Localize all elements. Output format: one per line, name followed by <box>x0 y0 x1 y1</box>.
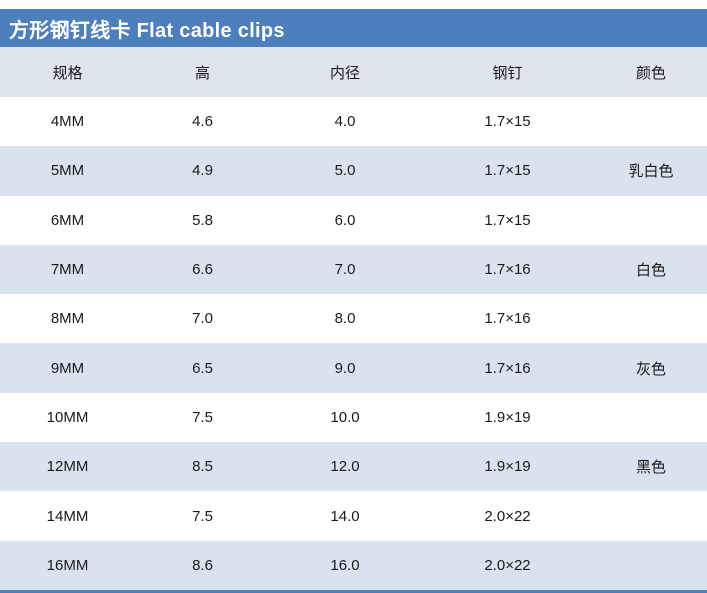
table-cell: 灰色 <box>635 360 666 378</box>
column-header-2: 内径 <box>329 64 360 82</box>
table-cell: 6.6 <box>192 261 213 279</box>
page-title: 方形钢钉线卡 Flat cable clips <box>9 19 285 42</box>
cable-clip-spec-table: 规格 高 内径 钢钉 颜色 4MM 4.6 4.0 1.7×15 5MM 4.9 5.0 1.7×15… <box>0 47 707 590</box>
table-row-5mm: 5MM 4.9 5.0 1.7×15 乳白色 <box>0 146 707 196</box>
table-row-9mm: 9MM 6.5 9.0 1.7×16 灰色 <box>0 343 707 393</box>
table-cell: 4.9 <box>192 162 213 180</box>
table-cell: 7.5 <box>192 507 213 525</box>
column-header-4: 颜色 <box>635 64 666 82</box>
table-cell: 2.0×22 <box>484 556 531 574</box>
table-cell: 8MM <box>50 310 85 328</box>
table-row-12mm: 12MM 8.5 12.0 1.9×19 黑色 <box>0 442 707 492</box>
table-cell <box>595 491 707 540</box>
table-row-7mm: 7MM 6.6 7.0 1.7×16 白色 <box>0 244 707 295</box>
table-cell: 1.7×16 <box>484 261 531 279</box>
table-cell: 8.5 <box>192 458 213 476</box>
table-cell: 6.0 <box>334 211 356 229</box>
table-header-row: 规格 高 内径 钢钉 颜色 <box>0 47 707 97</box>
table-cell: 14MM <box>46 507 89 525</box>
table-cell <box>595 196 707 245</box>
column-header-0: 规格 <box>52 64 83 82</box>
table-cell <box>595 393 707 442</box>
column-header-3: 钢钉 <box>492 64 523 82</box>
table-cell <box>595 97 707 146</box>
table-cell: 5.0 <box>334 162 356 180</box>
table-row-16mm: 16MM 8.6 16.0 2.0×22 <box>0 540 707 590</box>
table-cell: 7.5 <box>192 408 213 426</box>
table-cell: 1.7×15 <box>484 162 531 180</box>
table-cell <box>595 294 707 343</box>
table-cell: 1.9×19 <box>484 458 531 476</box>
title-bar: 方形钢钉线卡 Flat cable clips <box>0 9 707 47</box>
table-cell: 5MM <box>50 162 85 180</box>
table-cell: 8.6 <box>192 556 213 574</box>
table-cell: 白色 <box>635 262 666 280</box>
table-cell: 14.0 <box>330 507 360 525</box>
table-row-8mm: 8MM 7.0 8.0 1.7×16 <box>0 294 707 344</box>
table-cell: 6.5 <box>192 359 213 377</box>
table-cell: 1.7×16 <box>484 359 531 377</box>
table-cell: 1.9×19 <box>484 408 531 426</box>
table-row-4mm: 4MM 4.6 4.0 1.7×15 <box>0 97 707 147</box>
column-header-1: 高 <box>194 64 210 82</box>
table-cell: 6MM <box>50 211 85 229</box>
table-cell: 16.0 <box>330 556 360 574</box>
table-cell: 10.0 <box>330 408 360 426</box>
table-cell: 7.0 <box>334 261 356 279</box>
table-cell: 4.0 <box>334 113 356 131</box>
table-cell: 16MM <box>46 556 89 574</box>
table-cell: 7.0 <box>192 310 213 328</box>
table-cell: 12MM <box>46 458 89 476</box>
table-cell: 9MM <box>50 359 85 377</box>
table-cell: 12.0 <box>330 458 360 476</box>
table-cell: 2.0×22 <box>484 507 531 525</box>
bottom-border-line <box>0 590 707 593</box>
table-cell: 黑色 <box>635 459 666 477</box>
table-row-6mm: 6MM 5.8 6.0 1.7×15 <box>0 195 707 245</box>
table-cell: 4MM <box>50 113 85 131</box>
table-row-14mm: 14MM 7.5 14.0 2.0×22 <box>0 491 707 541</box>
table-row-10mm: 10MM 7.5 10.0 1.9×19 <box>0 392 707 443</box>
top-margin <box>0 0 707 9</box>
table-cell: 1.7×15 <box>484 211 531 229</box>
table-cell: 1.7×16 <box>484 310 531 328</box>
table-cell: 7MM <box>50 261 85 279</box>
table-cell: 5.8 <box>192 211 213 229</box>
table-cell: 10MM <box>46 408 89 426</box>
table-cell: 1.7×15 <box>484 113 531 131</box>
table-cell <box>595 541 707 590</box>
table-cell: 9.0 <box>334 359 356 377</box>
table-cell: 4.6 <box>192 113 213 131</box>
table-cell: 乳白色 <box>628 163 674 181</box>
table-cell: 8.0 <box>334 310 356 328</box>
